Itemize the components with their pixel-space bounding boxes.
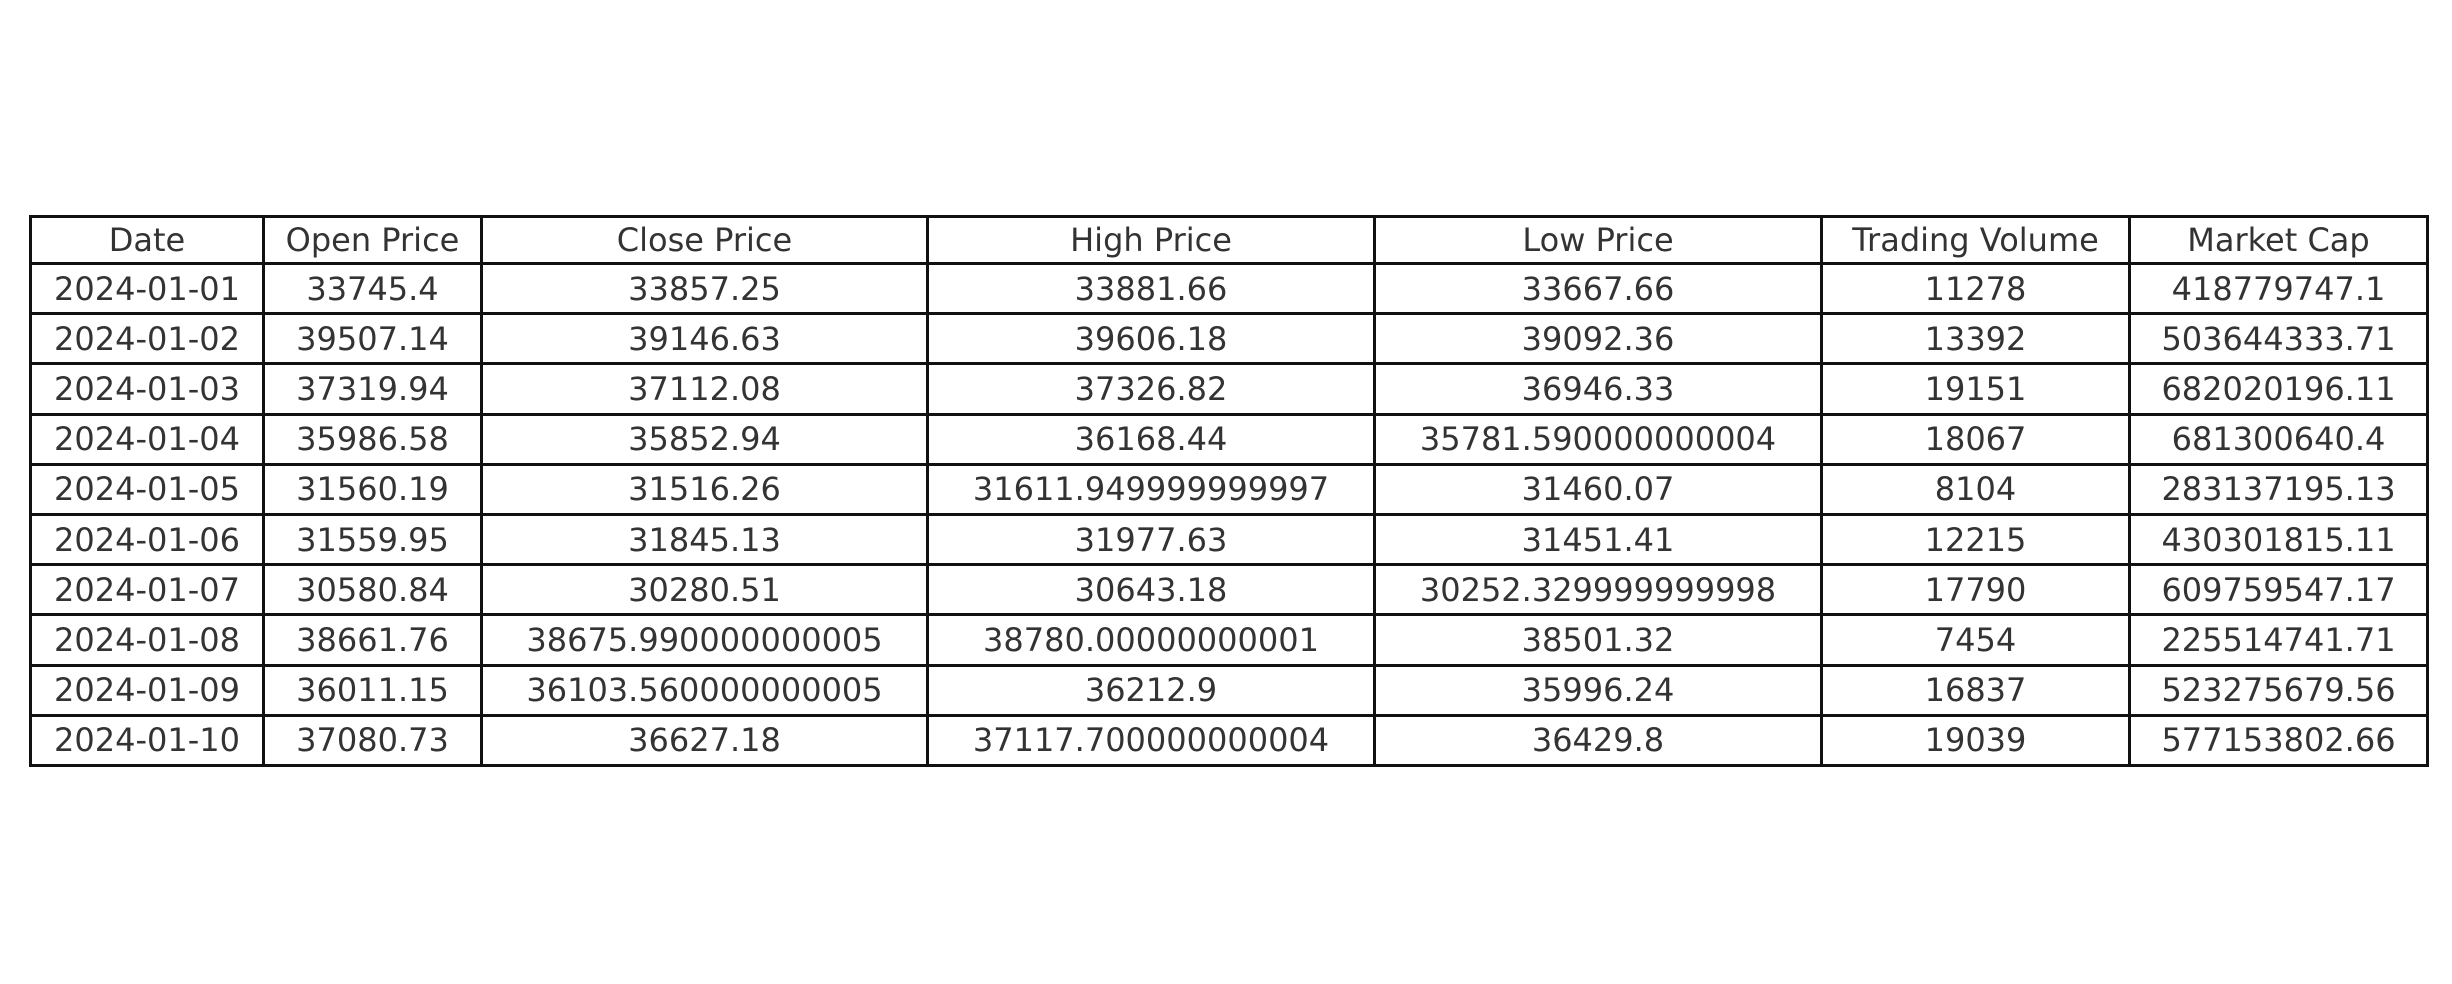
table-cell: 31516.26: [480, 462, 929, 516]
table-cell: 30280.51: [480, 563, 929, 617]
column-header: Open Price: [262, 215, 483, 265]
table-cell: 38780.00000000001: [926, 613, 1376, 667]
column-header: Trading Volume: [1820, 215, 2131, 265]
table-cell: 39146.63: [480, 312, 929, 366]
table-cell: 33881.66: [926, 261, 1376, 316]
table-cell: 18067: [1820, 412, 2131, 466]
table-cell: 37080.73: [262, 713, 483, 768]
table-cell: 37112.08: [480, 362, 929, 416]
table-cell: 36168.44: [926, 412, 1376, 466]
table-cell: 31611.949999999997: [926, 462, 1376, 516]
table-cell: 19151: [1820, 362, 2131, 416]
table-cell: 35852.94: [480, 412, 929, 466]
table-row: 2024-01-02 39507.14 39146.63 39606.18 39092.…: [29, 312, 2429, 366]
column-header: Close Price: [480, 215, 929, 265]
table-cell: 31559.95: [262, 512, 483, 567]
table-cell: 36627.18: [480, 713, 929, 768]
table-cell: 16837: [1820, 663, 2131, 717]
table-cell: 2024-01-05: [29, 462, 265, 516]
table-cell: 36011.15: [262, 663, 483, 717]
table-cell: 2024-01-07: [29, 563, 265, 617]
table-cell: 39092.36: [1373, 312, 1823, 366]
table-row: 2024-01-06 31559.95 31845.13 31977.63 31451.…: [29, 512, 2429, 567]
table-cell: 682020196.11: [2128, 362, 2429, 416]
table-cell: 37326.82: [926, 362, 1376, 416]
table-cell: 577153802.66: [2128, 713, 2429, 768]
table-row: 2024-01-07 30580.84 30280.51 30643.18 30252.…: [29, 563, 2429, 617]
table-cell: 33745.4: [262, 261, 483, 316]
table-cell: 8104: [1820, 462, 2131, 516]
header-row: Date Open Price Close Price High Price L…: [29, 215, 2429, 265]
table-cell: 31977.63: [926, 512, 1376, 567]
table-cell: 36946.33: [1373, 362, 1823, 416]
table-cell: 2024-01-10: [29, 713, 265, 768]
table-cell: 430301815.11: [2128, 512, 2429, 567]
table-cell: 37117.700000000004: [926, 713, 1376, 768]
table-cell: 35996.24: [1373, 663, 1823, 717]
table-cell: 2024-01-01: [29, 261, 265, 316]
table-cell: 17790: [1820, 563, 2131, 617]
column-header: High Price: [926, 215, 1376, 265]
table-cell: 418779747.1: [2128, 261, 2429, 316]
table-cell: 36103.560000000005: [480, 663, 929, 717]
table-row: 2024-01-03 37319.94 37112.08 37326.82 36946.…: [29, 362, 2429, 416]
table-cell: 30252.329999999998: [1373, 563, 1823, 617]
table-cell: 36212.9: [926, 663, 1376, 717]
column-header: Low Price: [1373, 215, 1823, 265]
table-row: 2024-01-10 37080.73 36627.18 37117.70000000…: [29, 713, 2429, 768]
table-row: 2024-01-01 33745.4 33857.25 33881.66 33667.6…: [29, 261, 2429, 316]
table-cell: 7454: [1820, 613, 2131, 667]
table-row: 2024-01-09 36011.15 36103.560000000005 3621…: [29, 663, 2429, 717]
table-cell: 12215: [1820, 512, 2131, 567]
table-cell: 609759547.17: [2128, 563, 2429, 617]
table-cell: 283137195.13: [2128, 462, 2429, 516]
table-cell: 37319.94: [262, 362, 483, 416]
table-cell: 35986.58: [262, 412, 483, 466]
table-cell: 2024-01-09: [29, 663, 265, 717]
table-row: 2024-01-04 35986.58 35852.94 36168.44 35781.…: [29, 412, 2429, 466]
table-cell: 2024-01-06: [29, 512, 265, 567]
table-row: 2024-01-08 38661.76 38675.990000000005 3878…: [29, 613, 2429, 667]
table-cell: 31560.19: [262, 462, 483, 516]
table-cell: 2024-01-03: [29, 362, 265, 416]
table-cell: 30580.84: [262, 563, 483, 617]
column-header: Date: [29, 215, 265, 265]
table-cell: 38675.990000000005: [480, 613, 929, 667]
table-body: 2024-01-01 33745.4 33857.25 33881.66 33667.6…: [29, 261, 2429, 768]
table-cell: 2024-01-04: [29, 412, 265, 466]
table-cell: 31845.13: [480, 512, 929, 567]
table-cell: 2024-01-02: [29, 312, 265, 366]
table-cell: 503644333.71: [2128, 312, 2429, 366]
table-cell: 13392: [1820, 312, 2131, 366]
data-table: Date Open Price Close Price High Price L…: [29, 215, 2429, 768]
table-cell: 11278: [1820, 261, 2131, 316]
table-cell: 19039: [1820, 713, 2131, 768]
table-cell: 225514741.71: [2128, 613, 2429, 667]
table-row: 2024-01-05 31560.19 31516.26 31611.94999999…: [29, 462, 2429, 516]
table-cell: 33857.25: [480, 261, 929, 316]
table-cell: 38661.76: [262, 613, 483, 667]
table-cell: 39507.14: [262, 312, 483, 366]
column-header: Market Cap: [2128, 215, 2429, 265]
table-cell: 35781.590000000004: [1373, 412, 1823, 466]
table-cell: 681300640.4: [2128, 412, 2429, 466]
table-cell: 38501.32: [1373, 613, 1823, 667]
table-cell: 30643.18: [926, 563, 1376, 617]
table-cell: 2024-01-08: [29, 613, 265, 667]
table-cell: 523275679.56: [2128, 663, 2429, 717]
table-cell: 36429.8: [1373, 713, 1823, 768]
table-cell: 39606.18: [926, 312, 1376, 366]
table-cell: 31451.41: [1373, 512, 1823, 567]
table-cell: 31460.07: [1373, 462, 1823, 516]
table-cell: 33667.66: [1373, 261, 1823, 316]
